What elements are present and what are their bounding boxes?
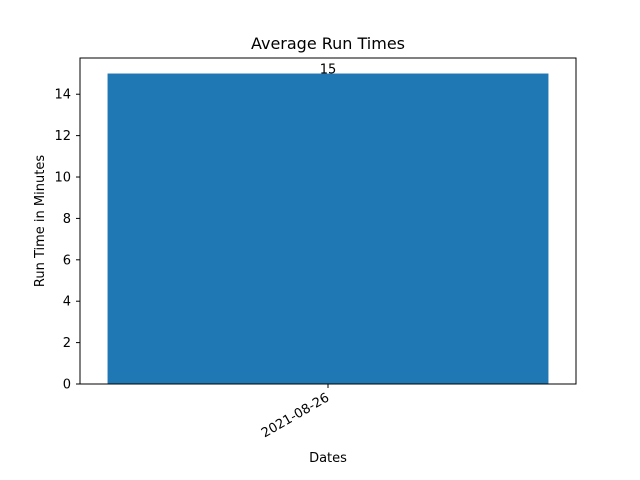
y-tick-label: 8	[63, 212, 71, 227]
chart-title: Average Run Times	[251, 34, 405, 53]
y-tick-label: 2	[63, 336, 71, 351]
y-tick-label: 4	[63, 295, 71, 310]
y-axis: 0 2 4 6 8 10 12 14	[54, 88, 80, 393]
y-axis-label: Run Time in Minutes	[33, 155, 48, 287]
plot-area: 15	[107, 63, 549, 385]
bar-2021-08-26	[107, 73, 549, 385]
x-axis-label: Dates	[309, 451, 347, 466]
y-tick-label: 6	[63, 253, 71, 268]
y-tick-label: 14	[54, 88, 71, 103]
y-tick-label: 10	[54, 171, 71, 186]
y-tick-label: 12	[54, 129, 71, 144]
bar-value-label: 15	[320, 63, 337, 78]
y-tick-label: 0	[63, 378, 71, 393]
